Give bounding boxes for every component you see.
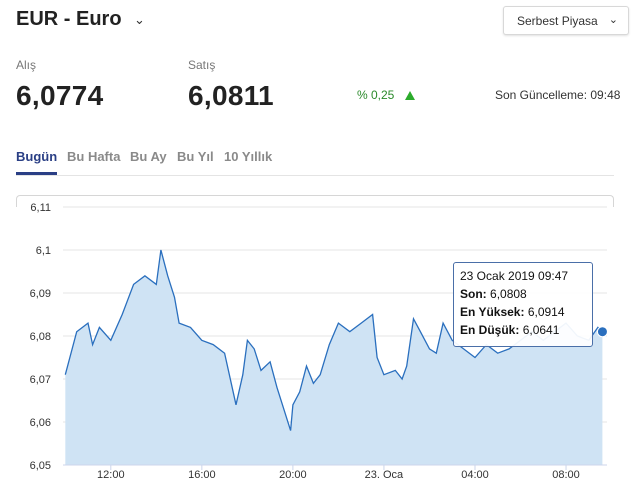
market-select[interactable]: Serbest Piyasa ⌄ [503, 6, 629, 35]
last-price-point [596, 326, 608, 338]
tooltip-low: En Düşük: 6,0641 [460, 321, 586, 339]
x-tick-label: 08:00 [552, 469, 580, 481]
y-tick-label: 6,08 [30, 331, 51, 343]
tab-this-year[interactable]: Bu Yıl [177, 149, 214, 164]
buy-value: 6,0774 [16, 80, 104, 111]
currency-chevron-down-icon[interactable]: ⌄ [134, 12, 145, 27]
y-axis-ticks: 6,05 6,06 6,07 6,08 6,09 6,1 6,11 [30, 202, 51, 472]
active-tab-indicator [16, 172, 57, 175]
y-tick-label: 6,11 [30, 202, 51, 214]
sell-value: 6,0811 [188, 80, 274, 111]
tooltip-last: Son: 6,0808 [460, 285, 586, 303]
tab-today[interactable]: Bugün [16, 149, 58, 164]
sell-label: Satış [188, 58, 216, 72]
chart-frame [16, 195, 614, 207]
y-tick-label: 6,09 [30, 288, 51, 300]
up-arrow-icon [405, 91, 415, 100]
chevron-down-icon: ⌄ [608, 14, 618, 26]
x-tick-label: 12:00 [97, 469, 125, 481]
chart-tooltip: 23 Ocak 2019 09:47 Son: 6,0808 En Yüksek… [453, 262, 593, 347]
tab-this-month[interactable]: Bu Ay [130, 149, 167, 164]
tab-ten-years[interactable]: 10 Yıllık [224, 149, 273, 164]
y-tick-label: 6,07 [30, 374, 51, 386]
tooltip-high-value: 6,0914 [527, 305, 565, 319]
market-select-label: Serbest Piyasa [517, 14, 598, 28]
x-axis-ticks: 12:00 16:00 20:00 23. Oca 04:00 08:00 [63, 464, 607, 481]
tooltip-last-label: Son: [460, 287, 487, 301]
x-tick-label: 20:00 [279, 469, 307, 481]
tooltip-last-value: 6,0808 [490, 287, 527, 301]
tooltip-high-label: En Yüksek: [460, 305, 525, 319]
y-tick-label: 6,06 [30, 417, 51, 429]
page-title: EUR - Euro [16, 8, 122, 30]
tooltip-low-label: En Düşük: [460, 323, 520, 337]
tooltip-date: 23 Ocak 2019 09:47 [460, 269, 569, 283]
price-line [64, 249, 603, 431]
tabs-divider [16, 175, 614, 176]
tab-this-week[interactable]: Bu Hafta [67, 149, 121, 164]
x-tick-label: 04:00 [461, 469, 489, 481]
tooltip-low-value: 6,0641 [522, 323, 560, 337]
y-tick-label: 6,05 [30, 460, 51, 472]
tooltip-high: En Yüksek: 6,0914 [460, 303, 586, 321]
x-tick-label: 23. Oca [365, 469, 404, 481]
change-percent: % 0,25 [357, 88, 395, 102]
last-update: Son Güncelleme: 09:48 [495, 88, 621, 102]
y-tick-label: 6,1 [36, 245, 51, 257]
price-area [65, 250, 603, 465]
x-tick-label: 16:00 [188, 469, 216, 481]
buy-label: Alış [16, 58, 37, 72]
